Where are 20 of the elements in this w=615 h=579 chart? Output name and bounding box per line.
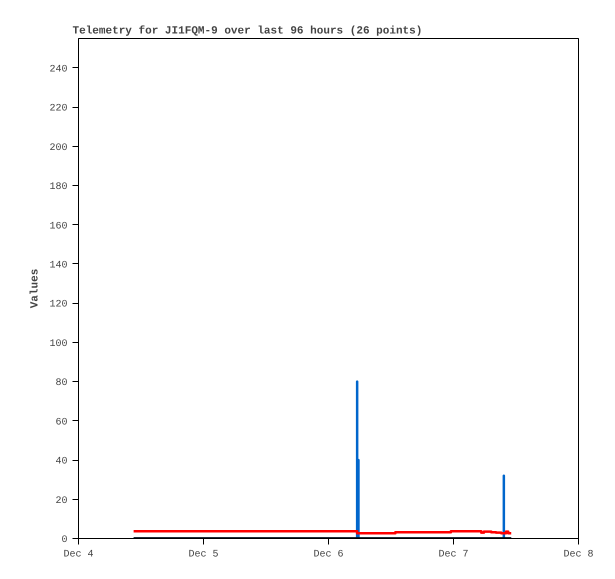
x-tick-label: Dec 8	[564, 550, 594, 560]
y-axis-title: Values	[29, 268, 42, 308]
x-tick-label: Dec 5	[188, 550, 219, 560]
y-tick-label: 240	[49, 64, 68, 76]
x-tick-label: Dec 4	[64, 550, 94, 560]
y-tick-label: 40	[56, 456, 68, 468]
y-tick-label: 200	[49, 142, 68, 154]
y-tick-label: 100	[49, 338, 68, 350]
x-tick-label: Dec 7	[438, 550, 469, 560]
y-tick-label: 60	[56, 417, 68, 428]
y-tick-label: 140	[49, 260, 68, 272]
y-tick-label: 220	[49, 104, 68, 115]
chart-title: Telemetry for JI1FQM-9 over last 96 hours (26 points)	[72, 24, 422, 38]
y-tick-label: 80	[56, 378, 68, 390]
y-tick-label: 180	[49, 182, 68, 194]
y-tick-label: 0	[62, 535, 68, 546]
y-tick-label: 160	[49, 221, 68, 232]
y-tick-label: 120	[49, 300, 68, 311]
x-tick-label: Dec 6	[314, 550, 344, 560]
y-tick-label: 20	[56, 496, 68, 507]
